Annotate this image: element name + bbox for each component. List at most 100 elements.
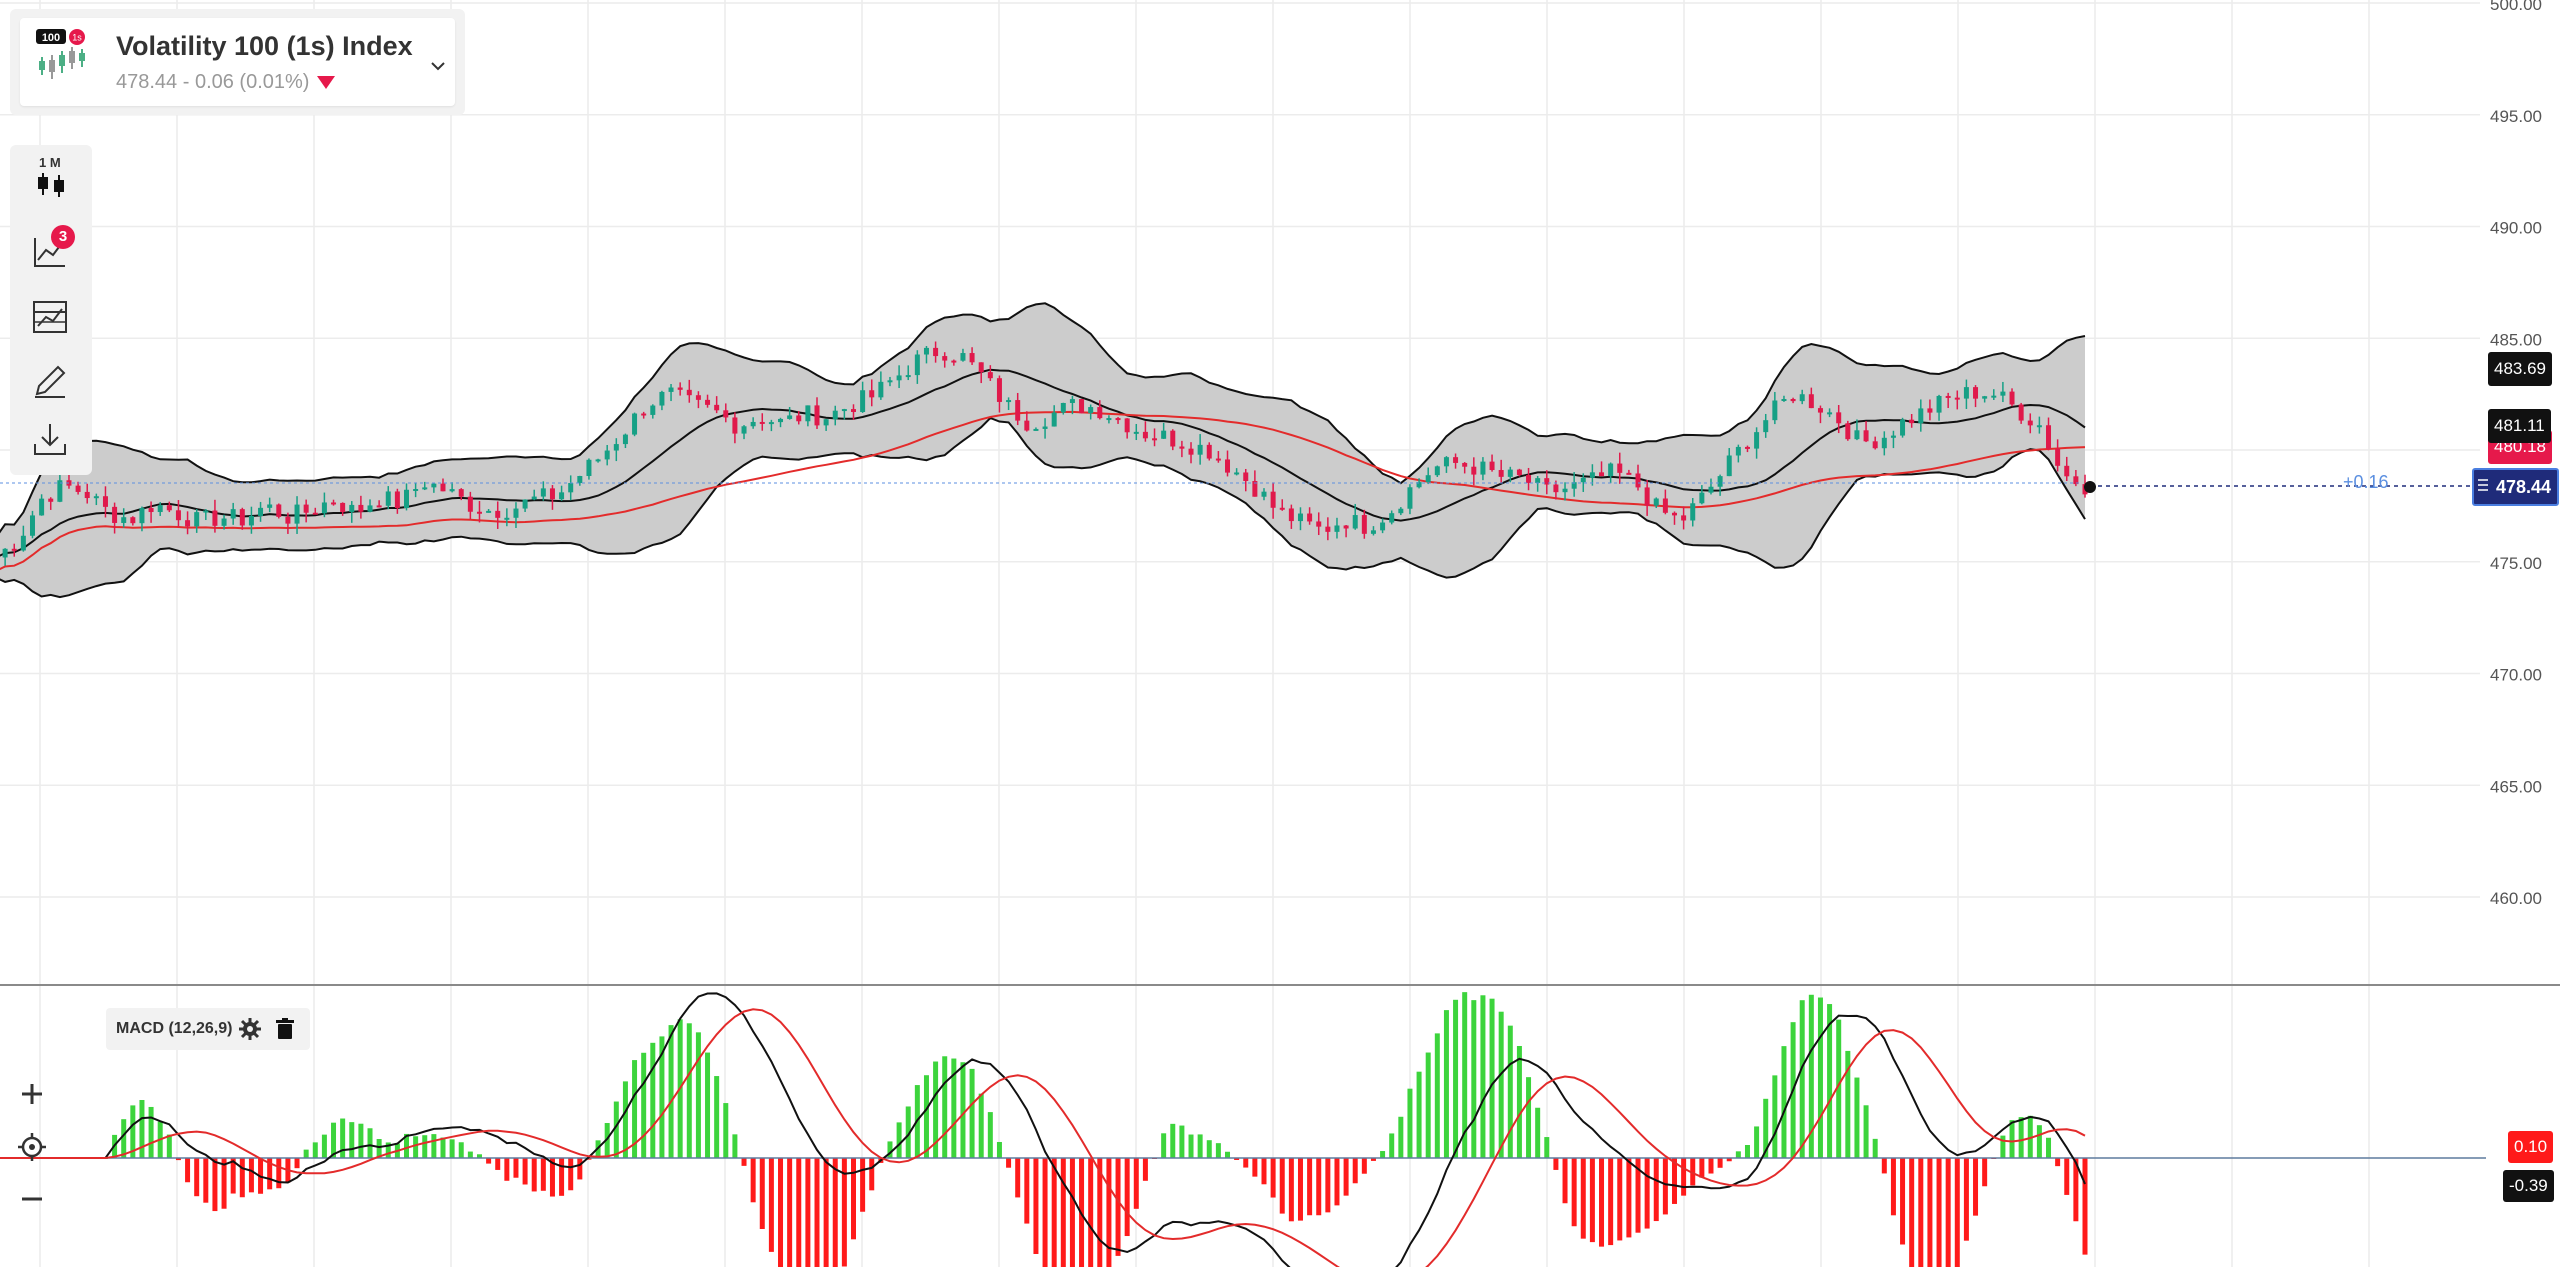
candle-body [513, 508, 519, 518]
macd-histogram-bar [221, 1158, 227, 1209]
candle-body [1015, 400, 1021, 421]
macd-line [0, 992, 2086, 1267]
candle-body [1671, 512, 1677, 516]
candle-body [1179, 446, 1185, 449]
macd-histogram-bar [1434, 1033, 1440, 1158]
candle-body [1635, 473, 1641, 488]
candle-body [1188, 448, 1194, 455]
candle-body [1361, 515, 1367, 534]
macd-histogram-bar [194, 1158, 200, 1197]
chart-type-button[interactable]: 1 M [29, 155, 73, 199]
macd-histogram-bar [559, 1158, 565, 1196]
macd-histogram-bar [1279, 1158, 1285, 1214]
candle-body [57, 480, 63, 502]
macd-histogram-bar [1662, 1158, 1668, 1215]
candle-body [2073, 476, 2079, 485]
macd-histogram-bar [1462, 992, 1468, 1158]
gear-icon[interactable] [238, 1017, 262, 1041]
candle-body [148, 508, 154, 513]
macd-histogram-bar [513, 1158, 519, 1178]
macd-histogram-bar [1690, 1158, 1696, 1186]
candle-body [458, 489, 464, 497]
candle-body [1817, 408, 1823, 413]
candle-body [2036, 425, 2042, 428]
drawing-tools-button[interactable] [29, 358, 73, 402]
templates-button[interactable] [29, 295, 73, 339]
symbol-name: Volatility 100 (1s) Index [116, 31, 413, 61]
macd-histogram-bar [887, 1141, 893, 1158]
macd-histogram-bar [376, 1139, 382, 1158]
macd-histogram-bar [2009, 1120, 2015, 1158]
candle-body [1170, 430, 1176, 447]
macd-histogram-bar [121, 1119, 127, 1158]
macd-histogram-bar [1726, 1158, 1732, 1162]
candle-body [1453, 457, 1459, 463]
candle-body [741, 426, 747, 434]
candle-body [1234, 472, 1240, 475]
macd-histogram-bar [276, 1158, 282, 1189]
price-handle-icon[interactable] [2476, 474, 2490, 496]
candle-body [1215, 458, 1221, 461]
candle-body [832, 410, 838, 420]
reset-zoom-button[interactable] [8, 1123, 56, 1171]
candle-body [1480, 461, 1486, 475]
macd-histogram-bar [367, 1128, 373, 1158]
macd-histogram-bar [1024, 1158, 1030, 1224]
candle-body [1161, 430, 1167, 439]
candle-body [522, 499, 528, 509]
trash-icon[interactable] [273, 1017, 297, 1041]
candle-body [1334, 525, 1340, 532]
zoom-in-button[interactable] [8, 1070, 56, 1118]
macd-histogram-bar [1006, 1158, 1012, 1168]
candle-body [1069, 399, 1075, 403]
macd-histogram-bar [805, 1158, 811, 1267]
macd-histogram-bar [814, 1158, 820, 1267]
macd-histogram-bar [1927, 1158, 1933, 1267]
candle-body [1407, 487, 1413, 509]
macd-histogram-bar [1170, 1123, 1176, 1158]
bollinger-upper-line [0, 302, 2086, 534]
candle-body [1197, 444, 1203, 455]
candle-body [1243, 472, 1249, 481]
minus-icon [22, 1197, 42, 1201]
macd-histogram-bar [1817, 997, 1823, 1158]
macd-histogram-bar [1635, 1158, 1641, 1233]
download-button[interactable] [29, 418, 73, 462]
candle-body [93, 496, 99, 499]
candle-body [48, 498, 54, 502]
macd-histogram-bar [1161, 1133, 1167, 1158]
macd-histogram-bar [1352, 1158, 1358, 1184]
price-tick-label: 470.00 [2490, 666, 2542, 685]
candle-body [467, 496, 473, 512]
indicators-count-badge: 3 [51, 225, 75, 249]
price-tick-label: 465.00 [2490, 777, 2542, 796]
macd-histogram-bar [130, 1105, 136, 1158]
candle-body [1006, 400, 1012, 403]
candle-body [540, 488, 546, 497]
candle-body [2009, 391, 2015, 405]
candle-body [2027, 420, 2033, 426]
candle-body [1270, 491, 1276, 508]
symbol-selector[interactable]: 100 1s Volatility 100 (1s) Index 478.44 … [20, 18, 455, 106]
indicators-button[interactable] [29, 230, 73, 274]
macd-histogram-bar [1206, 1140, 1212, 1158]
candle-body [1854, 430, 1860, 440]
candle-body [1535, 478, 1541, 483]
zoom-out-button[interactable] [8, 1175, 56, 1223]
chevron-down-icon[interactable] [430, 58, 446, 74]
candle-body [139, 508, 145, 524]
candle-body [942, 356, 948, 361]
candle-body [404, 489, 410, 509]
macd-histogram-bar [951, 1058, 957, 1158]
macd-histogram-bar [1398, 1116, 1404, 1158]
macd-histogram-bar [504, 1158, 510, 1181]
candle-body [1389, 513, 1395, 523]
candle-body [340, 502, 346, 512]
macd-histogram-bar [331, 1122, 337, 1158]
macd-histogram-bar [996, 1141, 1002, 1158]
macd-histogram-bar [1142, 1158, 1148, 1181]
candle-body [622, 434, 628, 445]
candle-body [39, 498, 45, 516]
macd-histogram-bar [1407, 1088, 1413, 1158]
